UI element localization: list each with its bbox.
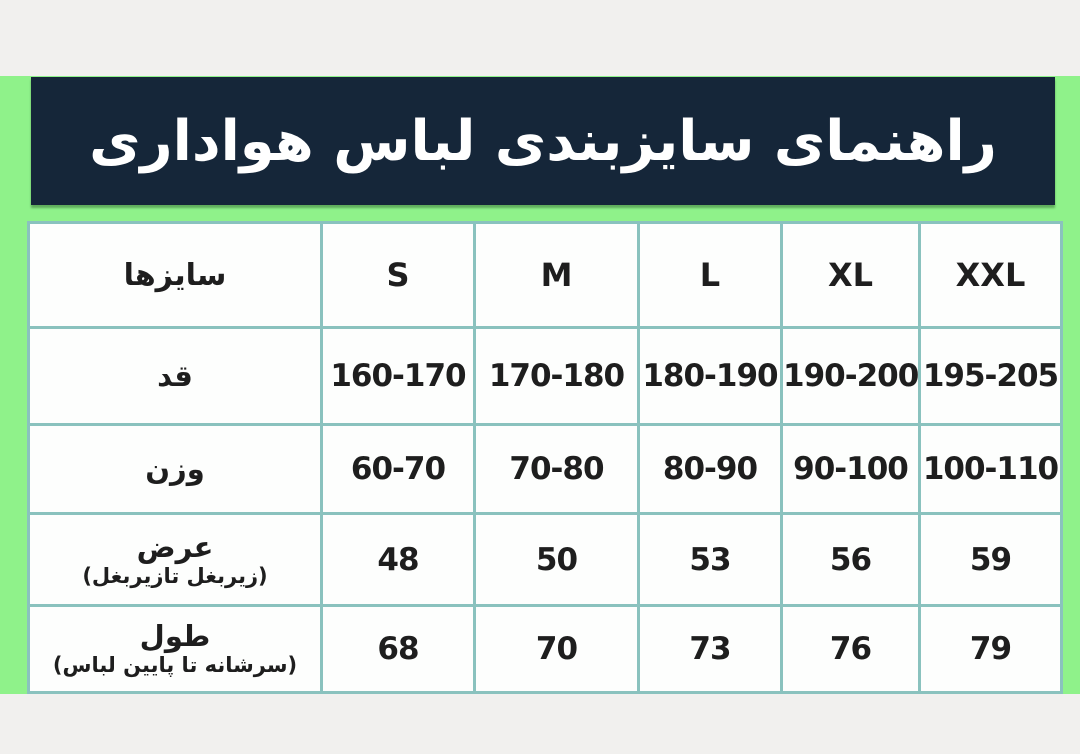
table-row-weight: وزن 60-70 70-80 80-90 90-100 100-110 (27, 423, 1063, 515)
corner-header-cell: سایزها (27, 221, 323, 329)
size-header-xxl: XXL (918, 221, 1063, 329)
table-row-width: عرض (زیربغل تازیربغل) 48 50 53 56 59 (27, 512, 1063, 607)
value-cell: 70-80 (473, 423, 640, 515)
size-header-l: L (637, 221, 783, 329)
value-cell: 70 (473, 604, 640, 694)
size-table: سایزها S M L XL XXL قد 160-170 170-180 1… (27, 221, 1063, 694)
value-cell: 59 (918, 512, 1063, 607)
value-cell: 60-70 (320, 423, 476, 515)
value-cell: 50 (473, 512, 640, 607)
value-cell: 90-100 (780, 423, 921, 515)
value-cell: 160-170 (320, 326, 476, 426)
value-cell: 73 (637, 604, 783, 694)
size-header-m: M (473, 221, 640, 329)
value-cell: 80-90 (637, 423, 783, 515)
row-label-sub: (سرشانه تا پایین لباس) (52, 653, 298, 678)
row-label-sub: (زیربغل تازیربغل) (82, 563, 268, 588)
size-header-s: S (320, 221, 476, 329)
value-cell: 195-205 (918, 326, 1063, 426)
table-header-row: سایزها S M L XL XXL (27, 221, 1063, 329)
row-label-length: طول (سرشانه تا پایین لباس) (27, 604, 323, 694)
row-label-weight: وزن (27, 423, 323, 515)
value-cell: 170-180 (473, 326, 640, 426)
table-row-length: طول (سرشانه تا پایین لباس) 68 70 73 76 7… (27, 604, 1063, 694)
value-cell: 190-200 (780, 326, 921, 426)
value-cell: 48 (320, 512, 476, 607)
value-cell: 100-110 (918, 423, 1063, 515)
value-cell: 56 (780, 512, 921, 607)
size-header-xl: XL (780, 221, 921, 329)
table-row-height: قد 160-170 170-180 180-190 190-200 195-2… (27, 326, 1063, 426)
row-label-width: عرض (زیربغل تازیربغل) (27, 512, 323, 607)
value-cell: 79 (918, 604, 1063, 694)
row-label-main: عرض (136, 529, 214, 564)
row-label-main: طول (139, 619, 211, 653)
value-cell: 68 (320, 604, 476, 694)
row-label-height: قد (27, 326, 323, 426)
page-title: راهنمای سایزبندی لباس هواداری (89, 108, 997, 174)
value-cell: 76 (780, 604, 921, 694)
value-cell: 53 (637, 512, 783, 607)
title-bar: راهنمای سایزبندی لباس هواداری (31, 77, 1055, 205)
value-cell: 180-190 (637, 326, 783, 426)
